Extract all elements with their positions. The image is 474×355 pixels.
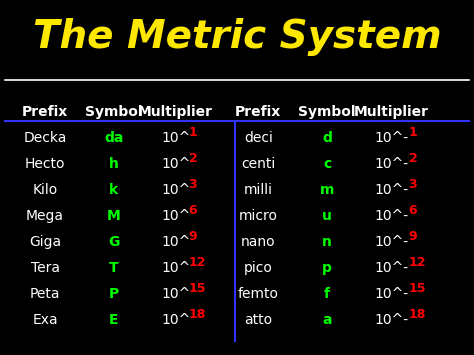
Text: Kilo: Kilo <box>32 183 58 197</box>
Text: Multiplier: Multiplier <box>137 105 212 119</box>
Text: Tera: Tera <box>30 261 60 275</box>
Text: 10^: 10^ <box>161 131 191 146</box>
Text: 10^-: 10^- <box>374 261 409 275</box>
Text: P: P <box>109 287 119 301</box>
Text: 10^-: 10^- <box>374 157 409 171</box>
Text: Prefix: Prefix <box>235 105 282 119</box>
Text: 10^-: 10^- <box>374 313 409 327</box>
Text: 9: 9 <box>189 230 197 243</box>
Text: G: G <box>108 235 119 249</box>
Text: 1: 1 <box>189 126 197 139</box>
Text: micro: micro <box>239 209 278 223</box>
Text: c: c <box>323 157 331 171</box>
Text: 18: 18 <box>409 308 426 321</box>
Text: E: E <box>109 313 118 327</box>
Text: p: p <box>322 261 332 275</box>
Text: 10^-: 10^- <box>374 287 409 301</box>
Text: h: h <box>109 157 118 171</box>
Text: 12: 12 <box>189 256 206 269</box>
Text: 3: 3 <box>409 178 417 191</box>
Text: 9: 9 <box>409 230 417 243</box>
Text: Exa: Exa <box>32 313 58 327</box>
Text: 10^: 10^ <box>161 157 191 171</box>
Text: 10^-: 10^- <box>374 235 409 249</box>
Text: 6: 6 <box>189 204 197 217</box>
Text: atto: atto <box>244 313 273 327</box>
Text: The Metric System: The Metric System <box>33 18 441 56</box>
Text: T: T <box>109 261 118 275</box>
Text: m: m <box>320 183 334 197</box>
Text: M: M <box>107 209 121 223</box>
Text: 10^: 10^ <box>161 183 191 197</box>
Text: f: f <box>324 287 330 301</box>
Text: nano: nano <box>241 235 276 249</box>
Text: 12: 12 <box>409 256 426 269</box>
Text: 2: 2 <box>409 152 417 165</box>
Text: 18: 18 <box>189 308 206 321</box>
Text: 10^: 10^ <box>161 261 191 275</box>
Text: 10^: 10^ <box>161 235 191 249</box>
Text: femto: femto <box>238 287 279 301</box>
Text: Symbol: Symbol <box>298 105 356 119</box>
Text: Hecto: Hecto <box>25 157 65 171</box>
Text: da: da <box>104 131 123 146</box>
Text: milli: milli <box>244 183 273 197</box>
Text: pico: pico <box>244 261 273 275</box>
Text: 6: 6 <box>409 204 417 217</box>
Text: 10^-: 10^- <box>374 209 409 223</box>
Text: 10^: 10^ <box>161 313 191 327</box>
Text: Decka: Decka <box>23 131 67 146</box>
Text: 3: 3 <box>189 178 197 191</box>
Text: centi: centi <box>241 157 275 171</box>
Text: 10^: 10^ <box>161 287 191 301</box>
Text: Giga: Giga <box>29 235 61 249</box>
Text: Mega: Mega <box>26 209 64 223</box>
Text: d: d <box>322 131 332 146</box>
Text: Prefix: Prefix <box>22 105 68 119</box>
Text: 2: 2 <box>189 152 197 165</box>
Text: Multiplier: Multiplier <box>354 105 429 119</box>
Text: 15: 15 <box>189 282 206 295</box>
Text: 15: 15 <box>409 282 426 295</box>
Text: Symbol: Symbol <box>85 105 143 119</box>
Text: 10^-: 10^- <box>374 131 409 146</box>
Text: u: u <box>322 209 332 223</box>
Text: k: k <box>109 183 118 197</box>
Text: 10^-: 10^- <box>374 183 409 197</box>
Text: deci: deci <box>244 131 273 146</box>
Text: 1: 1 <box>409 126 417 139</box>
Text: n: n <box>322 235 332 249</box>
Text: a: a <box>322 313 332 327</box>
Text: Peta: Peta <box>30 287 60 301</box>
Text: 10^: 10^ <box>161 209 191 223</box>
